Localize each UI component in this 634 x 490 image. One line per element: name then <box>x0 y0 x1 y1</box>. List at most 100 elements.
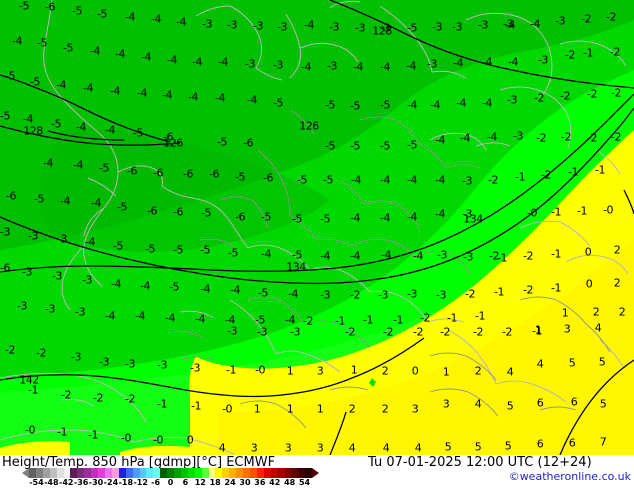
colorbar-swatch <box>201 468 209 478</box>
temperature-label: -4 <box>105 309 115 323</box>
temperature-label: 5 <box>599 397 607 411</box>
temperature-label: 1 <box>561 306 569 320</box>
temperature-label: -4 <box>407 210 417 224</box>
height-contour-label: 134 <box>286 260 306 274</box>
temperature-label: -4 <box>380 173 390 187</box>
temperature-label: -2 <box>420 311 430 325</box>
temperature-label: -1 <box>577 204 587 218</box>
colorbar-swatch <box>118 468 126 478</box>
temperature-label: -2 <box>610 45 620 59</box>
colorbar-tick-label: 24 <box>224 478 236 487</box>
temperature-label: -3 <box>273 58 283 72</box>
temperature-label: -4 <box>285 313 295 327</box>
temperature-label: -4 <box>487 130 497 144</box>
temperature-label: -5 <box>325 139 335 153</box>
temperature-label: -3 <box>452 20 462 34</box>
temp-band-warm-pocket <box>0 441 70 455</box>
temperature-label: -6 <box>173 205 183 219</box>
temperature-label: -4 <box>111 277 121 291</box>
temperature-label: -1 <box>583 46 593 60</box>
temperature-label: -2 <box>611 86 621 100</box>
temperature-label: -4 <box>60 194 70 208</box>
temperature-label: -6 <box>45 0 55 14</box>
colorbar-tick-label: -12 <box>133 478 148 487</box>
temperature-label: -3 <box>462 207 472 221</box>
temperature-label: -3 <box>513 129 523 143</box>
temperature-label: -5 <box>273 96 283 110</box>
temperature-label: 7 <box>599 435 607 449</box>
colorbar-swatch <box>63 468 71 478</box>
temperature-label: -1 <box>28 383 38 397</box>
colorbar-tick-label: 12 <box>194 478 206 487</box>
temperature-label: 5 <box>568 356 576 370</box>
temperature-label: -6 <box>163 130 173 144</box>
footer-credit[interactable]: ©weatheronline.co.uk <box>508 470 631 483</box>
temperature-label: 3 <box>284 441 292 455</box>
colorbar-swatch <box>215 468 223 478</box>
height-contour-layer <box>0 0 634 455</box>
colorbar-swatch <box>187 468 195 478</box>
colorbar-swatch <box>270 468 278 478</box>
temperature-label: -5 <box>380 98 390 112</box>
green-island <box>369 378 376 387</box>
temperature-label: -4 <box>140 279 150 293</box>
temperature-label: 4 <box>414 441 422 455</box>
colorbar-tick-label: 18 <box>209 478 221 487</box>
colorbar-tick-label: 48 <box>284 478 296 487</box>
temperature-label: -4 <box>508 55 518 69</box>
weather-map[interactable]: -5 -6 -5 -5 -4 -4 -4 -3 -3 -3 -3 -4 -3 -3 -3 -5 -3 -3 -3 -3… <box>0 0 634 455</box>
temperature-label: -3 <box>437 248 447 262</box>
temperature-label: -5 <box>235 170 245 184</box>
temperature-label: -1 <box>157 397 167 411</box>
temperature-label: -5 <box>292 212 302 226</box>
colorbar-swatch <box>111 468 119 478</box>
temperature-label: -4 <box>505 18 515 32</box>
colorbar-tick-label: 54 <box>298 478 311 487</box>
temperature-label: -1 <box>191 399 201 413</box>
temperature-label: -5 <box>255 313 265 327</box>
map-canvas <box>0 0 634 455</box>
colorbar-swatch <box>139 468 147 478</box>
colorbar-swatch <box>49 468 57 478</box>
temperature-label: -4 <box>430 98 440 112</box>
colorbar-tick-label: 6 <box>182 478 189 487</box>
temperature-label: -4 <box>435 133 445 147</box>
temperature-label: -3 <box>277 20 287 34</box>
temperature-label: -4 <box>137 86 147 100</box>
temperature-label: 2 <box>381 402 389 416</box>
colorbar-swatch <box>91 468 99 478</box>
temperature-label: -2 <box>581 12 591 26</box>
temperature-label: -1 <box>568 165 578 179</box>
temperature-label: -5 <box>133 126 143 140</box>
temperature-label: -2 <box>61 388 71 402</box>
temperature-label: -5 <box>169 280 179 294</box>
temp-band-warm2 <box>218 240 634 455</box>
temperature-label: -4 <box>380 211 390 225</box>
temperature-label: -3 <box>22 265 32 279</box>
colorbar-tick-label: -30 <box>88 478 104 487</box>
temperature-label: -4 <box>406 59 416 73</box>
temperature-label: -0 <box>255 363 265 377</box>
temperature-label: -2 <box>350 288 360 302</box>
colorbar-swatch <box>77 468 85 478</box>
temperature-label: -4 <box>43 156 53 170</box>
border-layer <box>169 109 611 429</box>
temperature-label: -4 <box>460 131 470 145</box>
temperature-label: -5 <box>99 161 109 175</box>
temperature-label: -2 <box>587 131 597 145</box>
colorbar-swatch <box>236 468 244 478</box>
colorbar-swatch <box>208 468 216 478</box>
temperature-label: -5 <box>228 246 238 260</box>
temperature-label: -3 <box>253 19 263 33</box>
temperature-label: -4 <box>407 173 417 187</box>
temperature-label: -3 <box>380 21 390 35</box>
temperature-label: -4 <box>110 84 120 98</box>
temperature-label: -3 <box>28 229 38 243</box>
temperature-label: -4 <box>218 55 228 69</box>
temperature-label: 3 <box>250 441 258 455</box>
temperature-label: -6 <box>235 210 245 224</box>
temperature-label: -3 <box>327 59 337 73</box>
temperature-label: 3 <box>316 364 324 378</box>
temperature-label: -5 <box>19 0 29 13</box>
temperature-label: -6 <box>209 167 219 181</box>
